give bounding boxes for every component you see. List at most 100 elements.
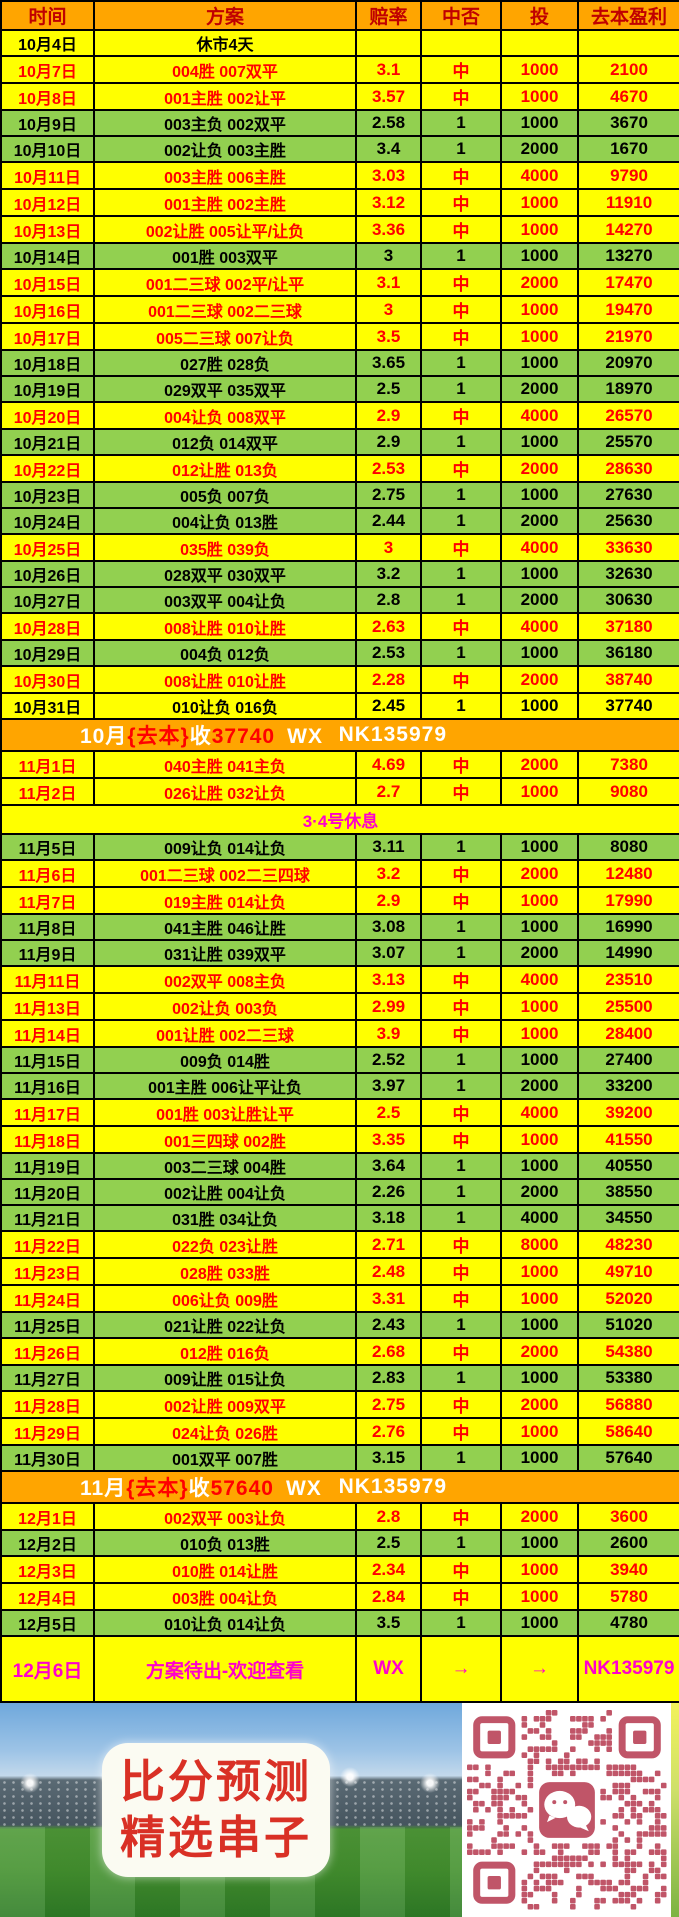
month-shou: 收 xyxy=(189,725,212,748)
stake-cell: 1000 xyxy=(500,428,579,456)
odds-cell: 2.99 xyxy=(355,992,422,1021)
date-cell: 11月5日 xyxy=(0,833,95,861)
date-cell: 11月25日 xyxy=(0,1311,95,1339)
profit-cell: 57640 xyxy=(577,1444,679,1472)
table-row: 11月19日 003二三球 004胜 3.64 1 1000 40550 xyxy=(0,1152,679,1180)
odds-cell: 2.45 xyxy=(355,692,422,720)
plan-cell: 005二三球 007让负 xyxy=(93,322,357,351)
date-cell: 10月24日 xyxy=(0,507,95,535)
profit-cell: 4670 xyxy=(577,82,679,111)
hit-cell: 中 xyxy=(420,322,502,351)
date-cell: 11月20日 xyxy=(0,1178,95,1206)
date-cell: 10月8日 xyxy=(0,82,95,111)
odds-cell: 3.57 xyxy=(355,82,422,111)
date-cell: 10月19日 xyxy=(0,375,95,403)
plan-cell: 010让负 014让负 xyxy=(93,1609,357,1637)
plan-cell: 009让负 014让负 xyxy=(93,833,357,861)
plan-cell: 019主胜 014让负 xyxy=(93,886,357,915)
hit-cell: 中 xyxy=(420,1390,502,1419)
stake-cell: 1000 xyxy=(500,82,579,111)
date-cell: 11月26日 xyxy=(0,1337,95,1366)
stake-cell: 1000 xyxy=(500,1152,579,1180)
profit-cell: 14270 xyxy=(577,215,679,244)
month-bracket: {去本} xyxy=(126,1477,189,1500)
stake-cell: 4000 xyxy=(500,533,579,562)
table-row: 10月13日 002让胜 005让平/让负 3.36 中 1000 14270 xyxy=(0,215,679,244)
date-cell: 11月22日 xyxy=(0,1230,95,1259)
hit-cell: 中 xyxy=(420,454,502,483)
table-row: 11月23日 028胜 033胜 2.48 中 1000 49710 xyxy=(0,1257,679,1286)
date-cell: 11月21日 xyxy=(0,1204,95,1232)
qr-code xyxy=(462,1703,671,1917)
month-wx: WX xyxy=(285,1477,322,1500)
profit-cell: 12480 xyxy=(577,859,679,888)
date-cell: 11月19日 xyxy=(0,1152,95,1180)
odds-cell: 3.2 xyxy=(355,560,422,588)
odds-cell: 3.97 xyxy=(355,1072,422,1100)
profit-cell: 8080 xyxy=(577,833,679,861)
stake-cell: 4000 xyxy=(500,612,579,641)
profit-cell: 28630 xyxy=(577,454,679,483)
month-summary-row: 10月{去本}收37740 WX NK135979 xyxy=(0,718,679,752)
plan-cell: 002让胜 005让平/让负 xyxy=(93,215,357,244)
plan-cell: 003胜 004让负 xyxy=(93,1582,357,1611)
hit-cell: 中 xyxy=(420,1582,502,1611)
plan-cell: 方案待出-欢迎查看 xyxy=(93,1635,357,1703)
stake-cell: 1000 xyxy=(500,1582,579,1611)
stake-cell: 2000 xyxy=(500,507,579,535)
profit-cell: 3670 xyxy=(577,109,679,137)
table-row: 11月16日 001主胜 006让平让负 3.97 1 2000 33200 xyxy=(0,1072,679,1100)
table-row: 10月22日 012让胜 013负 2.53 中 2000 28630 xyxy=(0,454,679,483)
plan-cell: 002双平 008主负 xyxy=(93,965,357,994)
odds-cell: 3.5 xyxy=(355,322,422,351)
profit-cell: 51020 xyxy=(577,1311,679,1339)
stake-cell: 1000 xyxy=(500,913,579,941)
rest-note-row: 3·4号休息 xyxy=(0,804,679,835)
stake-cell: 2000 xyxy=(500,375,579,403)
odds-cell: 3.64 xyxy=(355,1152,422,1180)
date-cell: 11月6日 xyxy=(0,859,95,888)
plan-cell: 003二三球 004胜 xyxy=(93,1152,357,1180)
stake-cell: 1000 xyxy=(500,295,579,324)
odds-cell: 3.2 xyxy=(355,859,422,888)
header-row: 时间 方案 赔率 中否 投 去本盈利 xyxy=(0,0,679,31)
stake-cell: 1000 xyxy=(500,349,579,377)
date-cell: 10月16日 xyxy=(0,295,95,324)
stake-cell: 2000 xyxy=(500,1390,579,1419)
month-wx: WX xyxy=(287,725,323,748)
table-row: 10月23日 005负 007负 2.75 1 1000 27630 xyxy=(0,481,679,509)
date-cell: 12月2日 xyxy=(0,1529,95,1557)
plan-cell: 004负 012负 xyxy=(93,639,357,667)
table-row: 10月14日 001胜 003双平 3 1 1000 13270 xyxy=(0,242,679,270)
profit-cell: 23510 xyxy=(577,965,679,994)
table-row: 10月31日 010让负 016负 2.45 1 1000 37740 xyxy=(0,692,679,720)
date-cell: 10月30日 xyxy=(0,665,95,694)
odds-cell: 2.53 xyxy=(355,639,422,667)
table-row: 10月24日 004让负 013胜 2.44 1 2000 25630 xyxy=(0,507,679,535)
stake-cell: 1000 xyxy=(500,215,579,244)
hit-cell: 中 xyxy=(420,1502,502,1531)
date-cell: 10月11日 xyxy=(0,161,95,190)
hit-cell: 中 xyxy=(420,215,502,244)
stake-cell: 2000 xyxy=(500,1178,579,1206)
profit-cell: 13270 xyxy=(577,242,679,270)
profit-cell: 58640 xyxy=(577,1417,679,1446)
hit-cell: 1 xyxy=(420,1072,502,1100)
plan-cell: 001让胜 002二三球 xyxy=(93,1019,357,1048)
date-cell: 10月13日 xyxy=(0,215,95,244)
odds-cell: 2.75 xyxy=(355,1390,422,1419)
odds-cell: 3.65 xyxy=(355,349,422,377)
hit-cell: 1 xyxy=(420,428,502,456)
odds-cell: 2.9 xyxy=(355,428,422,456)
hit-cell: 中 xyxy=(420,1417,502,1446)
plan-cell: 028双平 030双平 xyxy=(93,560,357,588)
hit-cell: 中 xyxy=(420,1125,502,1154)
hit-cell: 中 xyxy=(420,992,502,1021)
odds-cell: 2.75 xyxy=(355,481,422,509)
date-cell: 11月11日 xyxy=(0,965,95,994)
profit-cell: 36180 xyxy=(577,639,679,667)
date-cell: 10月29日 xyxy=(0,639,95,667)
date-cell: 10月9日 xyxy=(0,109,95,137)
stake-cell: 1000 xyxy=(500,1046,579,1074)
profit-cell: 16990 xyxy=(577,913,679,941)
